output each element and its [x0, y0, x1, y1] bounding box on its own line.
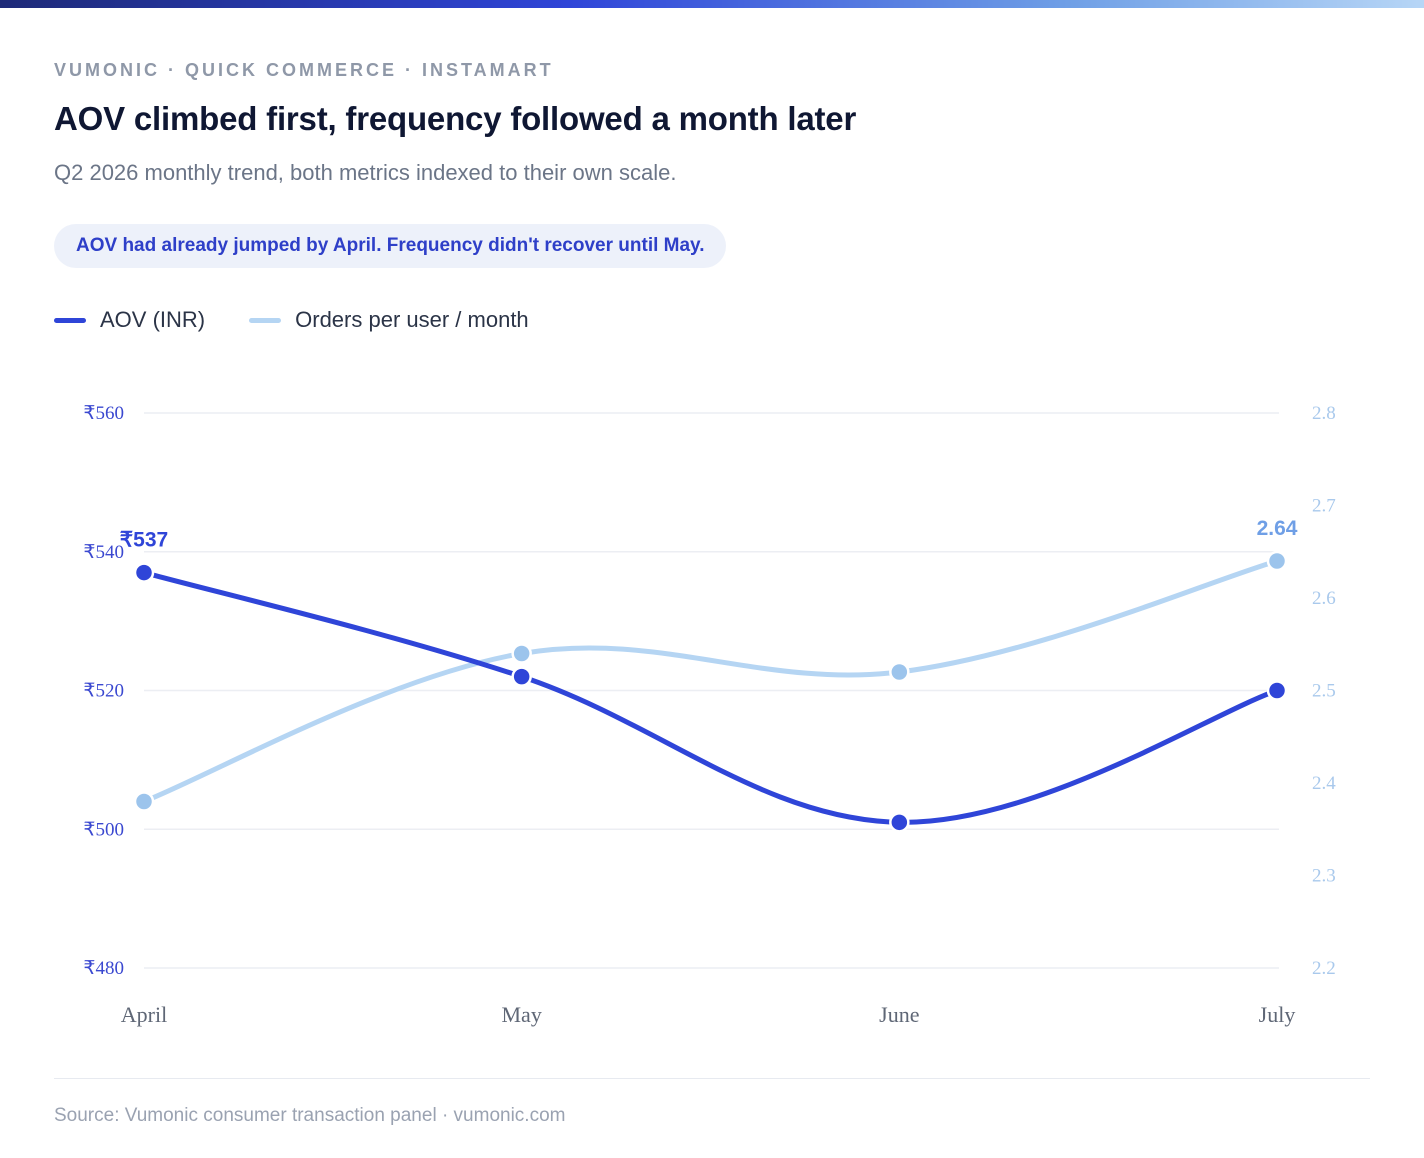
dual-axis-line-chart: ₹560 ₹540 ₹520 ₹500 ₹480 2.8 2.7 2.6 2.5 2.4 2.3 2.…: [83, 403, 1336, 1027]
x-axis-tick-label: May: [502, 1002, 542, 1027]
chart-subtitle: Q2 2026 monthly trend, both metrics inde…: [54, 160, 677, 185]
legend-label-aov: AOV (INR): [100, 307, 206, 332]
accent-top-bar: [0, 0, 1424, 8]
data-point-aov: [889, 812, 910, 833]
source-note: Source: Vumonic consumer transaction pan…: [54, 1105, 566, 1126]
data-point-frequency: [133, 791, 155, 812]
data-label-aov: ₹537: [120, 529, 168, 552]
data-point-frequency: [511, 643, 532, 664]
series-line-aov: [141, 570, 1280, 825]
data-point-aov: [511, 666, 532, 687]
data-point-frequency: [1266, 550, 1288, 572]
legend-label-frequency: Orders per user / month: [295, 307, 529, 332]
legend-item-frequency: Orders per user / month: [249, 307, 529, 333]
left-axis-tick-label: ₹540: [83, 542, 124, 563]
left-axis-tick-label: ₹500: [83, 819, 124, 840]
left-axis-tick-label: ₹520: [83, 681, 124, 702]
data-point-aov: [133, 562, 155, 583]
right-axis-tick-label: 2.2: [1312, 958, 1336, 979]
legend-swatch-aov: [54, 317, 86, 323]
x-axis-tick-label: July: [1259, 1002, 1296, 1027]
insight-callout: AOV had already jumped by April. Frequen…: [54, 224, 727, 268]
left-axis-tick-label: ₹560: [83, 403, 124, 424]
series-line-frequency: [141, 558, 1280, 804]
legend-item-aov: AOV (INR): [54, 307, 205, 333]
right-axis-tick-label: 2.5: [1312, 681, 1336, 702]
chart-title: AOV climbed first, frequency followed a …: [54, 100, 857, 137]
legend: AOV (INR) Orders per user / month: [54, 304, 573, 336]
data-point-aov: [1266, 680, 1288, 701]
data-label-frequency: 2.64: [1257, 517, 1298, 540]
right-axis-tick-label: 2.6: [1312, 588, 1336, 609]
footer-divider: [54, 1078, 1370, 1079]
legend-swatch-frequency: [249, 317, 282, 323]
kicker: VUMONIC · QUICK COMMERCE · INSTAMART: [54, 60, 554, 80]
left-axis-tick-label: ₹480: [83, 958, 124, 979]
x-axis-tick-label: June: [879, 1002, 919, 1027]
right-axis-tick-label: 2.3: [1312, 866, 1336, 887]
right-axis-tick-label: 2.7: [1312, 496, 1336, 517]
right-axis-tick-label: 2.4: [1312, 773, 1336, 794]
x-axis-tick-label: April: [121, 1002, 167, 1027]
data-point-frequency: [889, 661, 910, 683]
right-axis-tick-label: 2.8: [1312, 403, 1336, 424]
